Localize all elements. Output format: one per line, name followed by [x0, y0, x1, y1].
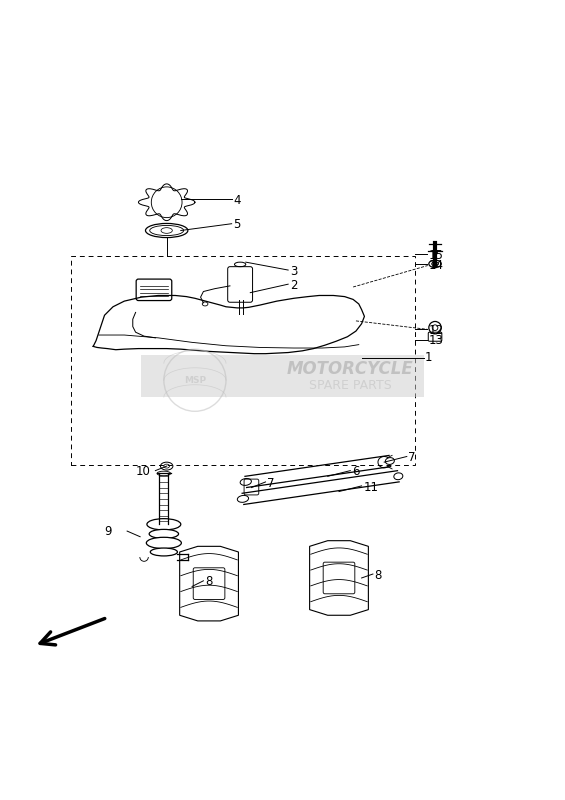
Ellipse shape	[146, 538, 181, 549]
Text: 14: 14	[428, 259, 444, 272]
Text: 12: 12	[428, 324, 444, 337]
Ellipse shape	[149, 530, 179, 538]
Ellipse shape	[394, 473, 403, 480]
Ellipse shape	[150, 548, 177, 556]
FancyBboxPatch shape	[323, 562, 355, 594]
Text: 3: 3	[290, 265, 297, 278]
Text: 9: 9	[105, 525, 112, 538]
Text: 4: 4	[233, 194, 241, 207]
Ellipse shape	[147, 518, 181, 530]
Ellipse shape	[237, 495, 249, 502]
FancyBboxPatch shape	[141, 355, 424, 397]
Text: 11: 11	[363, 481, 379, 494]
Ellipse shape	[240, 478, 251, 486]
Text: 5: 5	[233, 218, 241, 231]
Text: 8: 8	[375, 569, 382, 582]
Text: MSP: MSP	[184, 376, 206, 385]
Text: 2: 2	[290, 279, 297, 292]
Ellipse shape	[385, 458, 394, 465]
FancyBboxPatch shape	[193, 568, 225, 599]
Text: 8: 8	[205, 575, 212, 589]
Text: 15: 15	[428, 249, 443, 262]
Text: 6: 6	[352, 466, 359, 478]
Text: 13: 13	[428, 334, 443, 347]
Text: 7: 7	[267, 477, 275, 490]
Text: 1: 1	[425, 351, 432, 364]
Text: 10: 10	[136, 466, 150, 478]
Text: MOTORCYCLE: MOTORCYCLE	[287, 360, 414, 378]
Text: SPARE PARTS: SPARE PARTS	[309, 379, 392, 392]
Text: 7: 7	[408, 451, 416, 464]
